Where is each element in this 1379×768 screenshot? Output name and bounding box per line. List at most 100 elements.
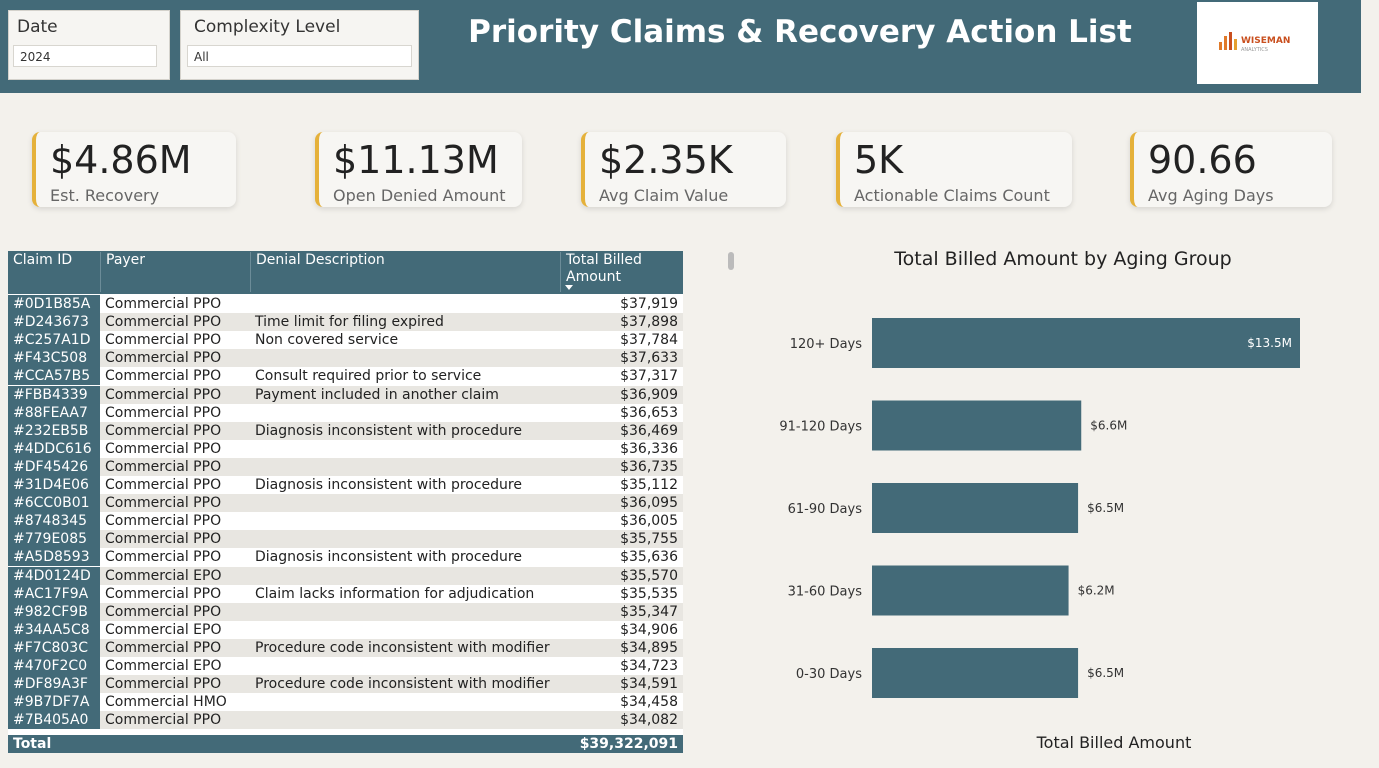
column-header: Claim ID bbox=[13, 252, 73, 268]
table-cell: Diagnosis inconsistent with procedure bbox=[255, 477, 522, 493]
kpi-label: Open Denied Amount bbox=[333, 186, 506, 205]
claims-table: Claim ID Payer Denial Description Total Bil… bbox=[8, 251, 683, 753]
table-row bbox=[8, 403, 683, 422]
table-row bbox=[8, 675, 683, 694]
table-row bbox=[8, 367, 683, 386]
table-row bbox=[8, 295, 683, 314]
table-cell: #DF45426 bbox=[8, 457, 100, 476]
table-cell: #4DDC616 bbox=[8, 439, 100, 458]
table-row bbox=[8, 331, 683, 350]
table-cell: $35,570 bbox=[620, 567, 678, 584]
table-cell: Commercial PPO bbox=[105, 368, 222, 385]
table-cell: $34,895 bbox=[620, 639, 678, 656]
table-row bbox=[8, 638, 683, 657]
table-cell: #232EB5B bbox=[8, 421, 100, 440]
table-cell: #982CF9B bbox=[8, 602, 100, 621]
table-row bbox=[8, 512, 683, 531]
table-row bbox=[8, 313, 683, 332]
table-cell: Commercial PPO bbox=[105, 495, 222, 512]
table-cell: #88FEAA7 bbox=[8, 403, 100, 422]
filter-dropdown[interactable]: 2024 bbox=[13, 45, 157, 67]
table-cell: Commercial PPO bbox=[105, 513, 222, 530]
table-cell: $36,735 bbox=[620, 458, 678, 475]
filter-label: Complexity Level bbox=[194, 17, 341, 37]
table-cell: Commercial EPO bbox=[105, 621, 222, 638]
y-tick-label: 91-120 Days bbox=[779, 420, 862, 435]
table-cell: #D243673 bbox=[8, 313, 100, 332]
bar bbox=[872, 318, 1300, 368]
table-row bbox=[8, 620, 683, 639]
table-cell: #4D0124D bbox=[8, 566, 100, 585]
table-row bbox=[8, 385, 683, 404]
table-cell: $34,458 bbox=[620, 694, 678, 711]
table-cell: #C257A1D bbox=[8, 331, 100, 350]
kpi-card: 5K Actionable Claims Count bbox=[836, 132, 1072, 207]
table-cell: $34,906 bbox=[620, 621, 678, 638]
chart-title: Total Billed Amount by Aging Group bbox=[893, 248, 1231, 270]
table-cell: $36,095 bbox=[620, 495, 678, 512]
table-row bbox=[8, 566, 683, 585]
table-cell: Commercial PPO bbox=[105, 549, 222, 566]
table-cell: $37,898 bbox=[620, 314, 678, 331]
y-tick-label: 31-60 Days bbox=[788, 585, 863, 600]
table-cell: #8748345 bbox=[8, 512, 100, 531]
table-cell: Consult required prior to service bbox=[255, 368, 482, 385]
table-cell: Commercial PPO bbox=[105, 332, 222, 349]
table-cell: Commercial PPO bbox=[105, 676, 222, 693]
total-label: Total bbox=[13, 736, 52, 752]
kpi-card: $4.86M Est. Recovery bbox=[32, 132, 236, 207]
table-cell: $36,469 bbox=[620, 422, 678, 439]
y-tick-label: 61-90 Days bbox=[788, 502, 863, 517]
table-cell: Diagnosis inconsistent with procedure bbox=[255, 422, 522, 439]
column-header: Denial Description bbox=[250, 252, 560, 292]
date-filter[interactable]: Date 2024 bbox=[8, 10, 170, 80]
table-cell: Commercial PPO bbox=[105, 477, 222, 493]
table-cell: #779E085 bbox=[8, 530, 100, 549]
filter-dropdown[interactable]: All bbox=[187, 45, 412, 67]
table-cell: Commercial PPO bbox=[105, 603, 222, 620]
table-cell: Procedure code inconsistent with modifie… bbox=[255, 676, 550, 693]
kpi-value: 90.66 bbox=[1148, 138, 1257, 182]
table-cell: #A5D8593 bbox=[8, 548, 100, 567]
table-cell: Commercial PPO bbox=[105, 404, 222, 421]
column-header: Payer bbox=[100, 252, 250, 292]
filter-label: Date bbox=[17, 17, 58, 37]
kpi-value: $2.35K bbox=[599, 138, 733, 182]
scrollbar[interactable] bbox=[728, 252, 734, 270]
table-row bbox=[8, 602, 683, 621]
table-cell: Commercial HMO bbox=[105, 694, 227, 711]
table-cell: #6CC0B01 bbox=[8, 494, 100, 513]
sort-arrow bbox=[565, 285, 573, 290]
kpi-card: 90.66 Avg Aging Days bbox=[1130, 132, 1332, 207]
table-cell: $37,633 bbox=[620, 350, 678, 367]
bar-chart: Total Billed Amount by Aging Group Total … bbox=[779, 248, 1300, 752]
y-tick-label: 120+ Days bbox=[790, 337, 863, 352]
table-row bbox=[8, 421, 683, 440]
table-cell: #9B7DF7A bbox=[8, 693, 100, 712]
table-cell: Commercial EPO bbox=[105, 658, 222, 674]
data-label: $6.2M bbox=[1078, 584, 1115, 598]
table-cell: Procedure code inconsistent with modifie… bbox=[255, 639, 550, 656]
table-row bbox=[8, 457, 683, 476]
table-cell: Commercial PPO bbox=[105, 639, 222, 656]
data-label: $13.5M bbox=[1247, 336, 1292, 350]
table-cell: $35,636 bbox=[620, 549, 678, 566]
table-cell: $36,909 bbox=[620, 386, 678, 403]
complexity-filter[interactable]: Complexity Level All bbox=[180, 10, 419, 80]
table-cell: $37,784 bbox=[620, 332, 678, 349]
table-cell: $34,723 bbox=[620, 658, 678, 674]
table-cell: Commercial PPO bbox=[105, 712, 222, 729]
table-cell: $37,317 bbox=[620, 368, 678, 385]
column-header: Total Billed Amount bbox=[560, 252, 683, 292]
table-cell: Commercial PPO bbox=[105, 350, 222, 367]
table-cell: Payment included in another claim bbox=[255, 386, 499, 403]
table-cell: #7B405A0 bbox=[8, 711, 100, 730]
bar bbox=[872, 648, 1079, 698]
axis-title: Total Billed Amount bbox=[1036, 733, 1192, 752]
logo-icon: WISEMAN ANALYTICS bbox=[1219, 32, 1290, 53]
table-row bbox=[8, 439, 683, 458]
bar bbox=[872, 565, 1069, 616]
table-cell: #DF89A3F bbox=[8, 675, 100, 694]
table-cell: Commercial PPO bbox=[105, 440, 222, 457]
